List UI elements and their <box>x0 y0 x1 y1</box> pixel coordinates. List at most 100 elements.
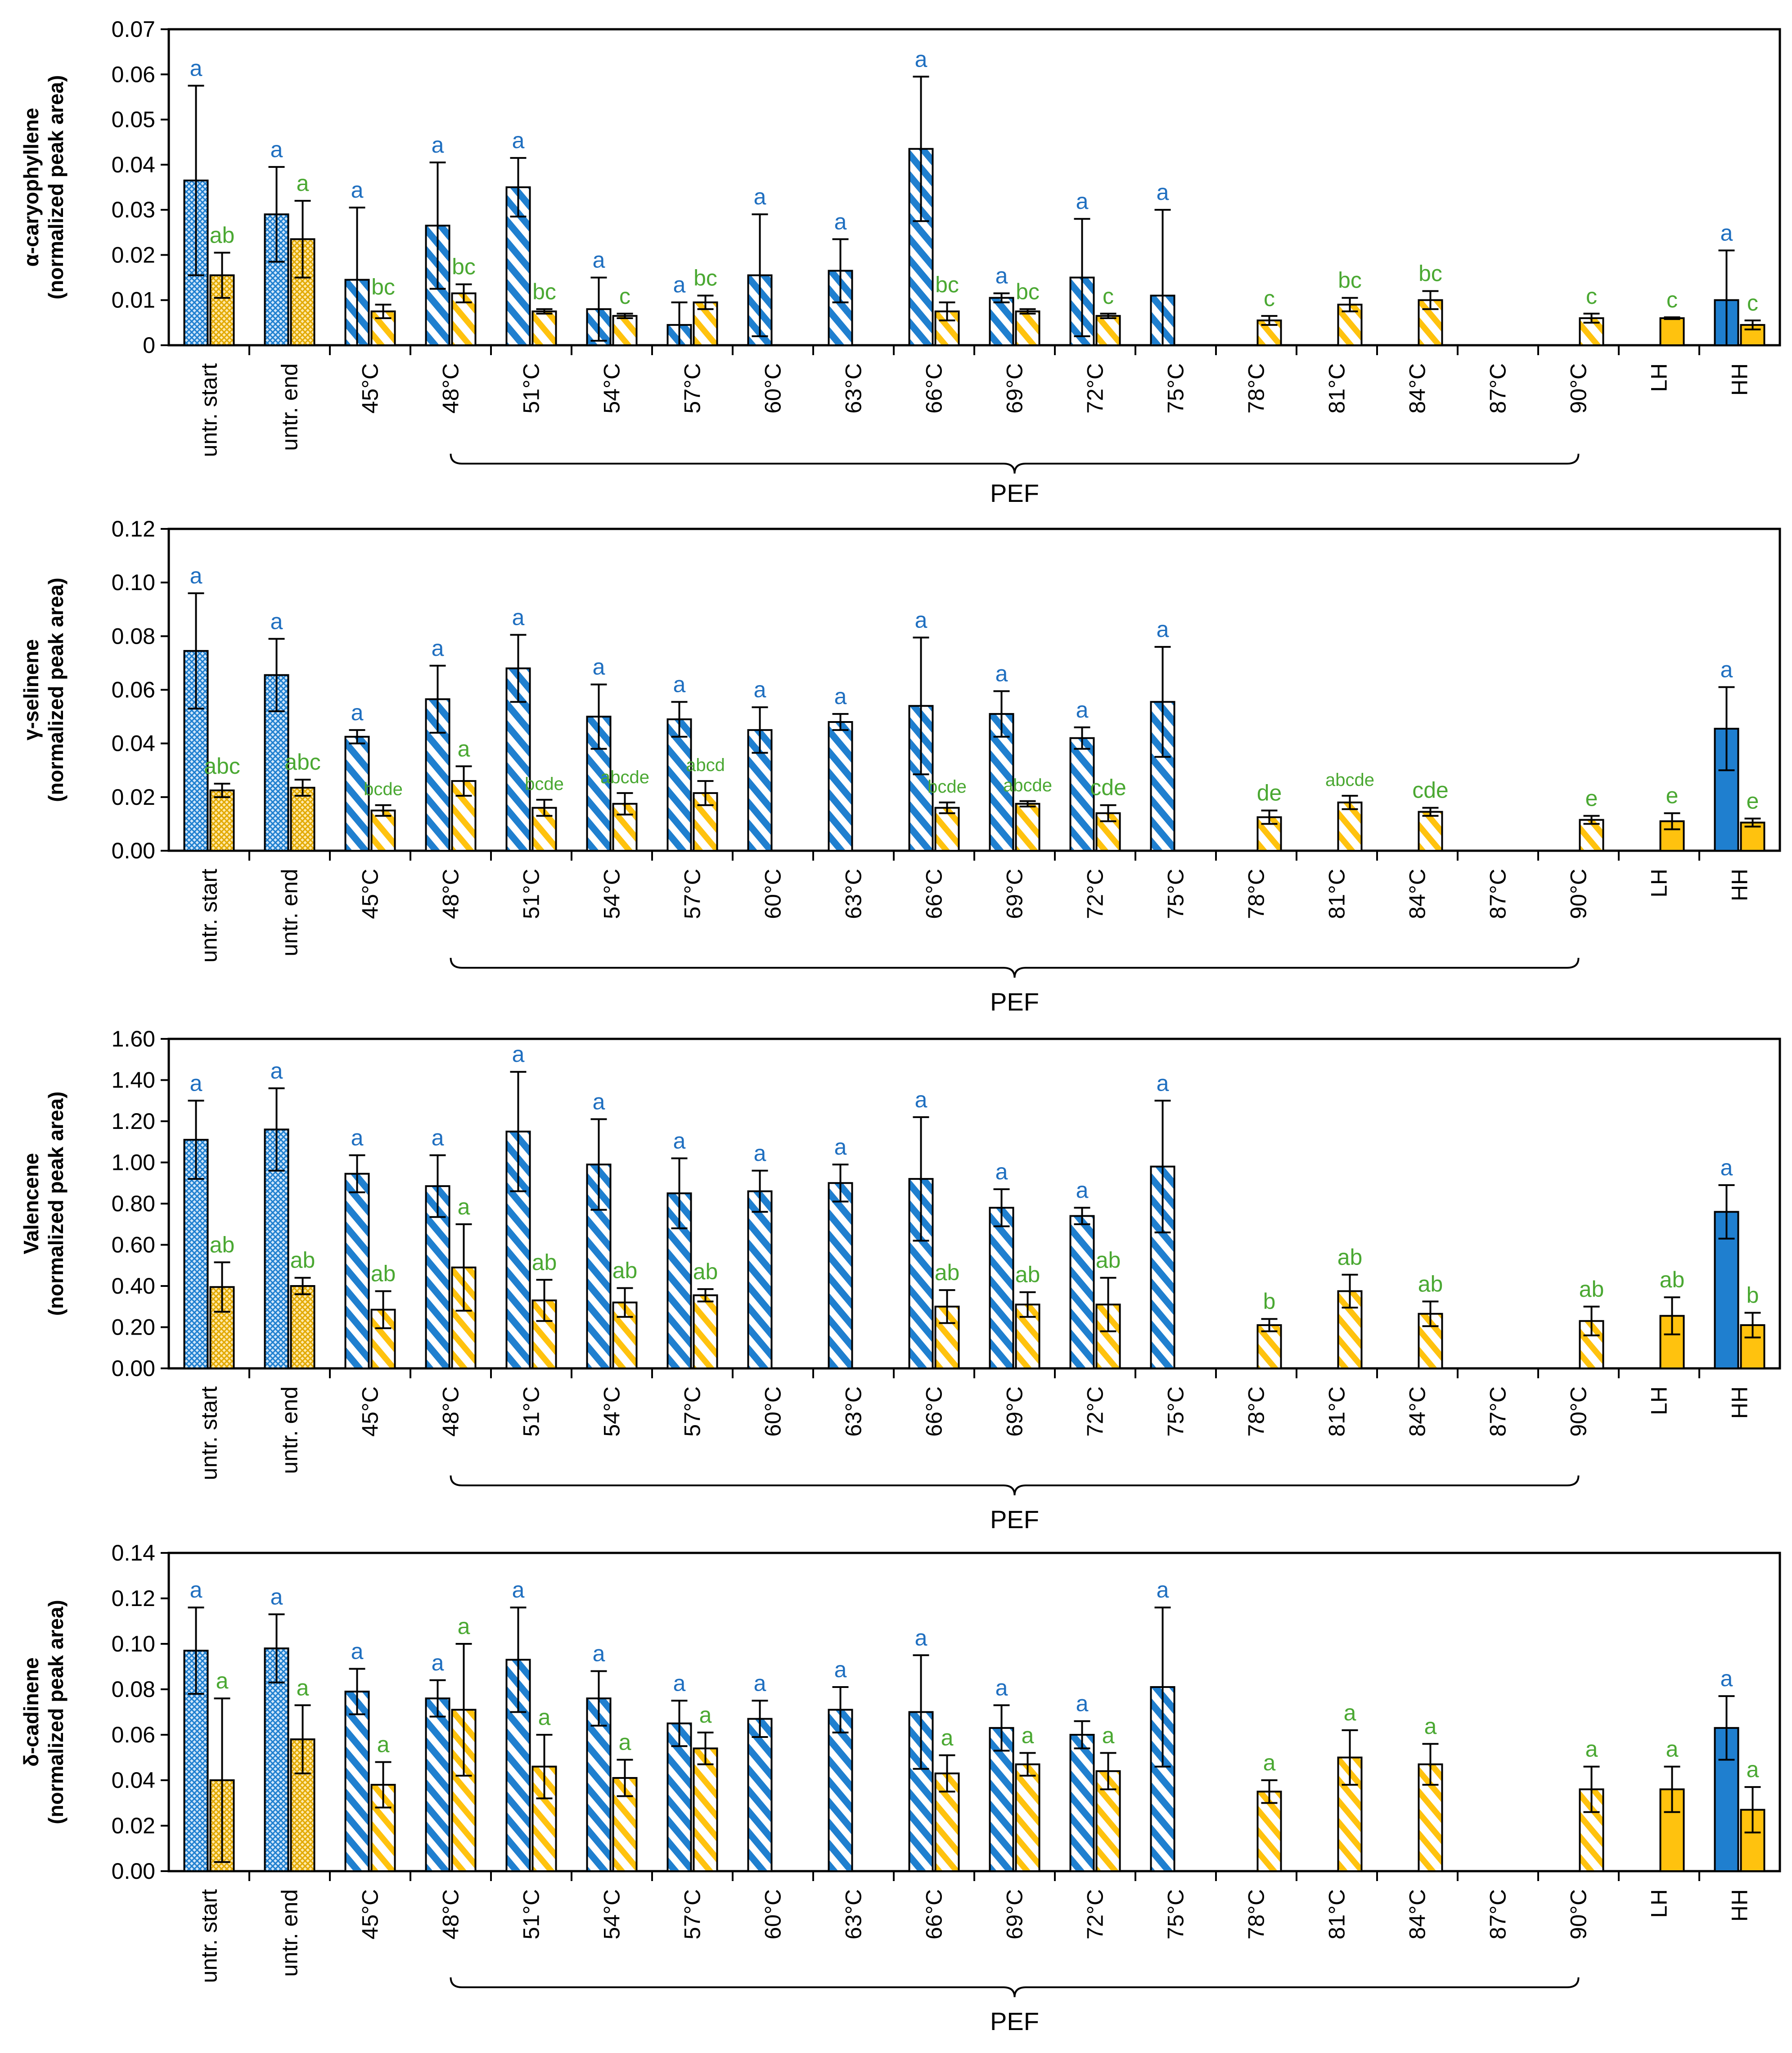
x-tick-label: 84°C <box>1405 869 1430 919</box>
y-tick-label: 0.08 <box>112 1677 155 1702</box>
x-tick-label: 84°C <box>1405 1386 1430 1437</box>
significance-label: bc <box>935 272 959 298</box>
x-tick-label: 69°C <box>1002 1889 1027 1940</box>
significance-label: a <box>351 700 364 725</box>
significance-label: a <box>1076 189 1089 214</box>
significance-label: ab <box>532 1250 557 1275</box>
significance-label: c <box>619 284 630 309</box>
significance-label: c <box>1264 286 1275 311</box>
pef-bracket <box>450 957 1580 978</box>
significance-label: ab <box>1579 1277 1604 1302</box>
bar-blue <box>828 1182 853 1369</box>
bar-orange <box>934 807 960 852</box>
x-tick-label: 84°C <box>1405 363 1430 414</box>
x-tick-label: 81°C <box>1324 363 1350 414</box>
x-tick-label: 63°C <box>841 1889 866 1940</box>
significance-label: a <box>190 1577 203 1602</box>
bar-blue <box>989 297 1014 347</box>
significance-label: a <box>915 607 928 632</box>
x-tick-label: 63°C <box>841 363 866 414</box>
significance-label: a <box>1747 1757 1759 1782</box>
y-tick-label: 0.02 <box>112 785 155 810</box>
x-tick-label: 54°C <box>599 869 625 919</box>
significance-label: a <box>351 1639 364 1664</box>
significance-label: a <box>915 1087 928 1112</box>
x-tick-label: 72°C <box>1083 869 1108 919</box>
x-tick-label: 78°C <box>1244 869 1269 919</box>
significance-label: a <box>593 1089 605 1114</box>
x-tick-label: untr. start <box>197 363 222 457</box>
x-tick-label: HH <box>1727 869 1752 901</box>
x-tick-label: 90°C <box>1566 363 1591 414</box>
y-tick-label: 0.02 <box>112 1813 155 1838</box>
x-tick-label: 66°C <box>922 363 947 414</box>
bar-blue <box>1150 1686 1175 1872</box>
significance-label: bc <box>1338 268 1362 293</box>
x-tick-label: 75°C <box>1163 869 1189 919</box>
x-tick-label: 87°C <box>1486 869 1511 919</box>
significance-label: abc <box>204 754 240 779</box>
x-tick-label: 57°C <box>680 363 705 414</box>
x-tick-label: 60°C <box>761 1386 786 1437</box>
x-tick-label: untr. end <box>277 363 302 451</box>
bar-blue <box>183 650 209 852</box>
significance-label: cde <box>1412 778 1449 803</box>
significance-label: c <box>1747 290 1758 316</box>
significance-label: b <box>1263 1289 1276 1314</box>
y-tick-label: 0.04 <box>112 731 155 756</box>
significance-label: a <box>834 1657 847 1682</box>
y-tick-label: 0.10 <box>112 570 155 595</box>
significance-label: ab <box>1660 1267 1685 1292</box>
significance-label: a <box>1585 1737 1598 1762</box>
x-tick-label: 60°C <box>761 363 786 414</box>
significance-label: bc <box>693 266 717 291</box>
significance-label: a <box>1720 1666 1733 1691</box>
significance-label: ab <box>1418 1271 1443 1296</box>
significance-label: a <box>432 1650 444 1675</box>
significance-label: bc <box>532 279 556 304</box>
x-tick-label: 54°C <box>599 363 625 414</box>
x-tick-label: 63°C <box>841 869 866 919</box>
significance-label: e <box>1666 783 1679 808</box>
bar-orange <box>1659 317 1685 346</box>
significance-label: abc <box>284 749 321 775</box>
x-tick-label: 72°C <box>1083 1889 1108 1940</box>
significance-label: a <box>538 1705 551 1730</box>
significance-label: bc <box>452 254 476 280</box>
significance-label: a <box>915 46 928 72</box>
significance-label: a <box>270 1584 283 1609</box>
plot-frame <box>167 528 1781 852</box>
x-tick-label: 51°C <box>519 869 544 919</box>
panel-alpha-caryophyllene: 0 0.01 0.02 0.03 0.04 0.05 0.06 0.07 α-caryophyl… <box>19 17 1781 507</box>
significance-label: a <box>1157 617 1169 642</box>
significance-label: abcde <box>600 767 649 787</box>
significance-label: a <box>754 1670 766 1696</box>
significance-label: a <box>458 736 470 761</box>
y-tick-label: 0.04 <box>112 1768 155 1793</box>
x-tick-label: untr. end <box>277 1889 302 1977</box>
significance-label: bc <box>1016 279 1040 304</box>
y-tick-label: 0.10 <box>112 1631 155 1656</box>
x-tick-label: 66°C <box>922 869 947 919</box>
bar-blue <box>586 1164 612 1369</box>
y-tick-label: 1.40 <box>112 1068 155 1093</box>
significance-label: a <box>754 1141 766 1166</box>
significance-label: a <box>351 177 364 203</box>
significance-label: bc <box>1418 261 1442 286</box>
significance-label: bcde <box>928 777 967 797</box>
x-tick-label: 87°C <box>1486 1386 1511 1437</box>
x-tick-label: 54°C <box>599 1889 625 1940</box>
significance-label: ab <box>935 1260 960 1285</box>
significance-label: a <box>1720 1155 1733 1180</box>
x-axis-title: PEF <box>990 479 1039 507</box>
bar-orange <box>290 786 315 852</box>
pef-bracket <box>450 1977 1580 1998</box>
y-tick-label: 0.12 <box>112 516 155 541</box>
panel-delta-cadinene: 0.00 0.02 0.04 0.06 0.08 0.10 0.12 0.14 δ-cadine… <box>19 1540 1781 2035</box>
y-tick-label: 0.20 <box>112 1315 155 1340</box>
x-tick-label: 51°C <box>519 1386 544 1437</box>
bar-blue <box>1069 1215 1095 1369</box>
significance-label: a <box>834 209 847 234</box>
y-axis-subtitle: (normalized peak area) <box>44 578 68 802</box>
y-tick-label: 0.80 <box>112 1191 155 1216</box>
